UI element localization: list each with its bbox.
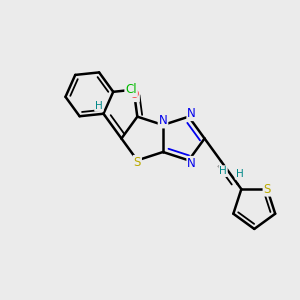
Text: H: H <box>219 166 227 176</box>
Text: O: O <box>130 88 139 101</box>
Text: H: H <box>95 101 103 111</box>
Text: N: N <box>187 157 196 170</box>
Text: N: N <box>159 115 167 128</box>
Text: Cl: Cl <box>125 83 137 96</box>
Text: S: S <box>134 156 141 169</box>
Text: S: S <box>263 183 271 196</box>
Text: N: N <box>187 107 196 120</box>
Text: H: H <box>236 169 243 179</box>
